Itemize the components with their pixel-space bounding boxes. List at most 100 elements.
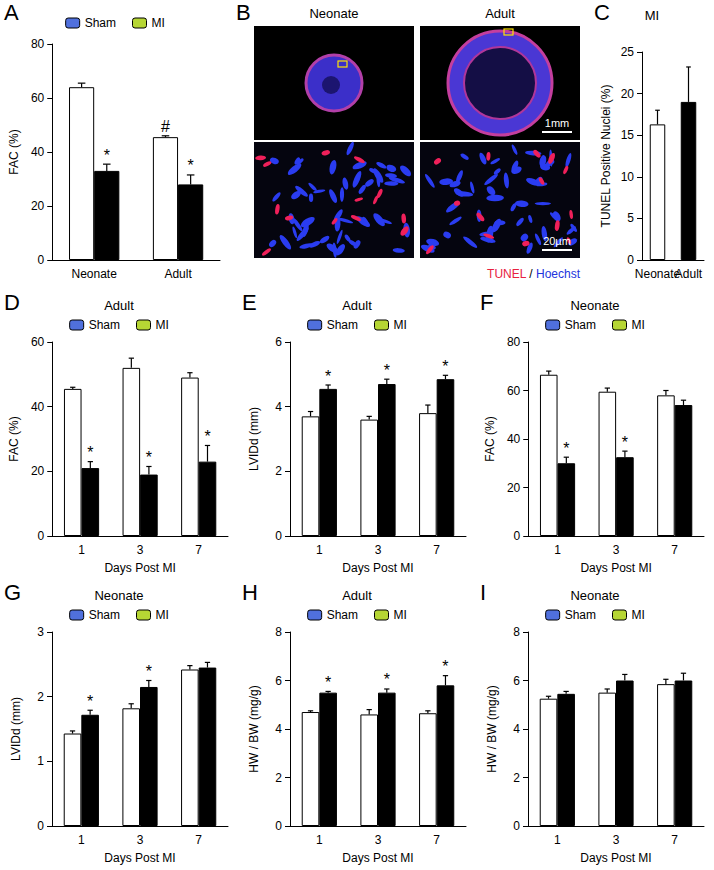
svg-text:1: 1 xyxy=(316,833,323,847)
svg-text:60: 60 xyxy=(31,335,45,349)
svg-text:LVIDd (mm): LVIDd (mm) xyxy=(247,407,261,471)
svg-text:7: 7 xyxy=(671,543,678,557)
svg-text:*: * xyxy=(87,444,93,461)
svg-text:FAC (%): FAC (%) xyxy=(483,416,497,461)
svg-text:MI: MI xyxy=(632,318,645,332)
svg-text:Days Post MI: Days Post MI xyxy=(342,561,413,575)
svg-text:3: 3 xyxy=(375,543,382,557)
svg-text:Days Post MI: Days Post MI xyxy=(342,851,413,865)
svg-text:20: 20 xyxy=(621,87,635,101)
svg-text:*: * xyxy=(146,449,152,466)
svg-text:80: 80 xyxy=(507,335,521,349)
svg-text:5: 5 xyxy=(627,211,634,225)
svg-text:7: 7 xyxy=(433,833,440,847)
svg-text:1: 1 xyxy=(316,543,323,557)
svg-text:*: * xyxy=(188,157,194,174)
svg-text:*: * xyxy=(104,147,110,164)
svg-text:6: 6 xyxy=(275,335,282,349)
svg-text:MI: MI xyxy=(394,318,407,332)
svg-text:Sham: Sham xyxy=(89,608,120,622)
svg-text:Neonate: Neonate xyxy=(94,588,143,603)
svg-text:Days Post MI: Days Post MI xyxy=(104,561,175,575)
svg-text:3: 3 xyxy=(375,833,382,847)
svg-text:Sham: Sham xyxy=(327,608,358,622)
svg-text:4: 4 xyxy=(275,400,282,414)
svg-text:Sham: Sham xyxy=(85,16,116,30)
svg-text:1: 1 xyxy=(78,543,85,557)
svg-text:0: 0 xyxy=(38,529,45,543)
svg-text:MI: MI xyxy=(156,608,169,622)
svg-text:*: * xyxy=(87,693,93,710)
svg-text:7: 7 xyxy=(671,833,678,847)
svg-text:25: 25 xyxy=(621,45,635,59)
svg-text:MI: MI xyxy=(156,318,169,332)
svg-text:2: 2 xyxy=(513,771,520,785)
svg-text:4: 4 xyxy=(513,722,520,736)
svg-text:1: 1 xyxy=(554,543,561,557)
svg-text:FAC (%): FAC (%) xyxy=(7,416,21,461)
svg-text:*: * xyxy=(325,368,331,385)
svg-text:Adult: Adult xyxy=(675,267,703,281)
svg-text:40: 40 xyxy=(31,145,45,159)
svg-text:2: 2 xyxy=(275,464,282,478)
svg-text:Sham: Sham xyxy=(327,318,358,332)
svg-text:60: 60 xyxy=(507,384,521,398)
svg-text:40: 40 xyxy=(31,400,45,414)
svg-text:MI: MI xyxy=(632,608,645,622)
svg-text:*: * xyxy=(442,658,448,675)
svg-text:Days Post MI: Days Post MI xyxy=(580,851,651,865)
svg-text:Neonate: Neonate xyxy=(309,6,358,21)
svg-text:Adult: Adult xyxy=(485,6,515,21)
svg-text:Adult: Adult xyxy=(164,267,192,281)
svg-text:0: 0 xyxy=(514,529,521,543)
svg-text:7: 7 xyxy=(195,833,202,847)
svg-text:Adult: Adult xyxy=(104,298,134,313)
svg-text:Neonate: Neonate xyxy=(570,588,619,603)
svg-text:*: * xyxy=(384,671,390,688)
svg-text:7: 7 xyxy=(195,543,202,557)
svg-text:*: * xyxy=(622,434,628,451)
svg-text:3: 3 xyxy=(137,833,144,847)
svg-text:0: 0 xyxy=(275,819,282,833)
svg-text:2: 2 xyxy=(37,690,44,704)
svg-text:MI: MI xyxy=(152,16,165,30)
svg-text:3: 3 xyxy=(613,833,620,847)
svg-text:8: 8 xyxy=(513,625,520,639)
svg-text:Days Post MI: Days Post MI xyxy=(104,851,175,865)
svg-text:0: 0 xyxy=(275,529,282,543)
svg-text:3: 3 xyxy=(137,543,144,557)
svg-text:Adult: Adult xyxy=(342,298,372,313)
svg-text:60: 60 xyxy=(31,91,45,105)
svg-text:LVIDd (mm): LVIDd (mm) xyxy=(9,697,23,761)
svg-text:*: * xyxy=(384,362,390,379)
svg-text:1: 1 xyxy=(78,833,85,847)
svg-text:20: 20 xyxy=(507,481,521,495)
svg-text:Neonate: Neonate xyxy=(570,298,619,313)
svg-text:6: 6 xyxy=(513,674,520,688)
svg-text:TUNEL / Hoechst: TUNEL / Hoechst xyxy=(487,267,581,281)
svg-text:10: 10 xyxy=(621,170,635,184)
svg-text:20: 20 xyxy=(31,199,45,213)
svg-text:3: 3 xyxy=(613,543,620,557)
svg-text:1: 1 xyxy=(37,754,44,768)
svg-text:FAC (%): FAC (%) xyxy=(7,129,21,174)
svg-text:1: 1 xyxy=(554,833,561,847)
svg-text:7: 7 xyxy=(433,543,440,557)
svg-text:40: 40 xyxy=(507,432,521,446)
svg-text:20µm: 20µm xyxy=(543,235,571,247)
svg-text:1mm: 1mm xyxy=(545,117,569,129)
svg-text:0: 0 xyxy=(38,253,45,267)
svg-text:Sham: Sham xyxy=(565,318,596,332)
svg-text:*: * xyxy=(146,663,152,680)
svg-text:Adult: Adult xyxy=(342,588,372,603)
svg-text:Sham: Sham xyxy=(565,608,596,622)
svg-text:6: 6 xyxy=(275,674,282,688)
svg-text:15: 15 xyxy=(621,128,635,142)
svg-text:0: 0 xyxy=(627,253,634,267)
svg-text:HW / BW (mg/g): HW / BW (mg/g) xyxy=(485,685,499,772)
svg-text:Sham: Sham xyxy=(89,318,120,332)
svg-text:4: 4 xyxy=(275,722,282,736)
svg-text:*: * xyxy=(442,358,448,375)
svg-text:TUNEL Positive Nuclei (%): TUNEL Positive Nuclei (%) xyxy=(599,85,613,228)
svg-text:*: * xyxy=(325,674,331,691)
